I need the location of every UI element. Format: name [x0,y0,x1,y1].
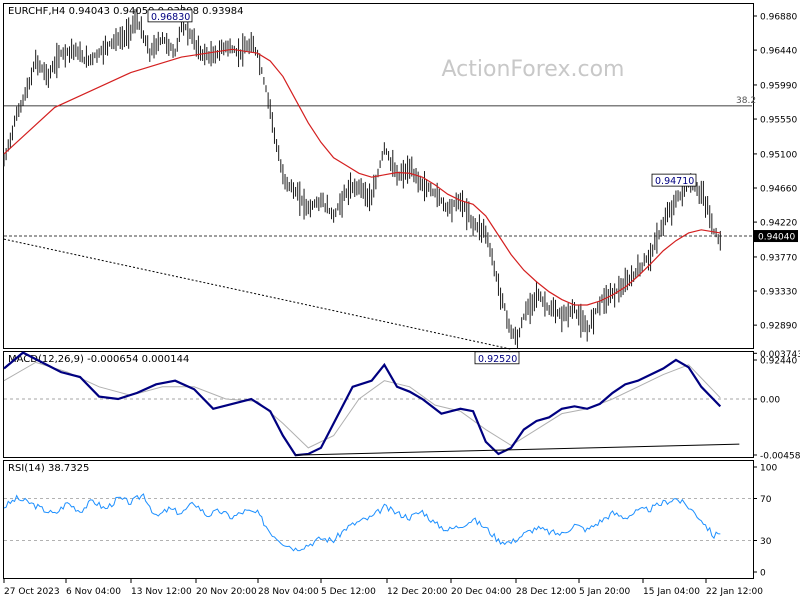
price-ytick-label: 0.92890 [760,322,797,332]
x-tick-label: 5 Dec 12:00 [321,587,376,597]
price-ytick-label: 0.94660 [760,185,797,195]
long-ma-dotted-line [3,238,512,350]
price-annotation-label: 0.96830 [151,12,190,23]
current-price-tag [754,230,798,243]
x-tick-label: 22 Jan 12:00 [706,587,763,597]
macd-signal-line [3,361,721,449]
macd-trendline [295,443,740,456]
x-tick-label: 28 Nov 04:00 [258,587,319,597]
x-tick-label: 15 Jan 04:00 [643,587,700,597]
moving-average-line [3,48,721,306]
macd-ytick-label: 0.00 [760,396,780,406]
price-plot: 38.2 0.96830 0.92520 0.94710 [3,4,756,365]
axes: 0.96880 0.96440 0.95990 0.95550 0.95100 0.946… [3,13,800,597]
x-tick-label: 13 Nov 12:00 [131,587,192,597]
macd-panel-header: MACD(12,26,9) -0.000654 0.000144 [8,354,189,365]
price-annotation-box [474,351,520,365]
price-ytick-label: 0.95990 [760,81,797,91]
rsi-line [3,493,721,552]
price-ytick-label: 0.95550 [760,116,797,126]
rsi-ytick-label: 70 [760,495,772,505]
macd-panel-frame [3,351,754,458]
price-panel-frame [3,3,754,349]
x-tick-label: 28 Dec 12:00 [516,587,577,597]
price-ytick-label: 0.93770 [760,253,797,263]
macd-ytick-label: -0.004585 [760,451,800,461]
x-tick-label: 5 Jan 20:00 [579,587,631,597]
x-tick-label: 27 Oct 2023 [4,587,60,597]
price-ytick-label: 0.96440 [760,47,797,57]
current-price-label: 0.94040 [758,233,795,243]
macd-line [3,351,722,457]
price-annotation-box [147,9,193,23]
price-ytick-label: 0.94220 [760,219,797,229]
macd-plot [3,351,752,457]
price-ytick-label: 0.95100 [760,150,797,160]
price-annotation-label: 0.94710 [655,176,694,187]
x-tick-label: 12 Dec 20:00 [387,587,448,597]
price-annotation-box [651,173,697,187]
price-panel-header: EURCHF,H4 0.94043 0.94059 0.93898 0.9398… [8,6,244,17]
watermark: ActionForex.com [442,57,625,82]
rsi-panel-frame [3,460,754,579]
price-ytick-label: 0.93330 [760,288,797,298]
fib-382-label: 38.2 [736,96,756,106]
rsi-ytick-label: 100 [760,464,777,474]
price-ytick-label: 0.92440 [760,357,797,367]
price-annotation-label: 0.92520 [478,354,517,365]
x-tick-label: 20 Dec 04:00 [451,587,512,597]
rsi-ytick-label: 0 [760,569,766,579]
x-tick-label: 20 Nov 20:00 [196,587,257,597]
x-tick-label: 6 Nov 04:00 [66,587,121,597]
rsi-ytick-label: 30 [760,537,772,547]
rsi-panel-header: RSI(14) 38.7325 [8,463,89,474]
rsi-plot [3,493,752,552]
price-ytick-label: 0.96880 [760,13,797,23]
macd-ytick-label: 0.003743 [760,350,800,360]
